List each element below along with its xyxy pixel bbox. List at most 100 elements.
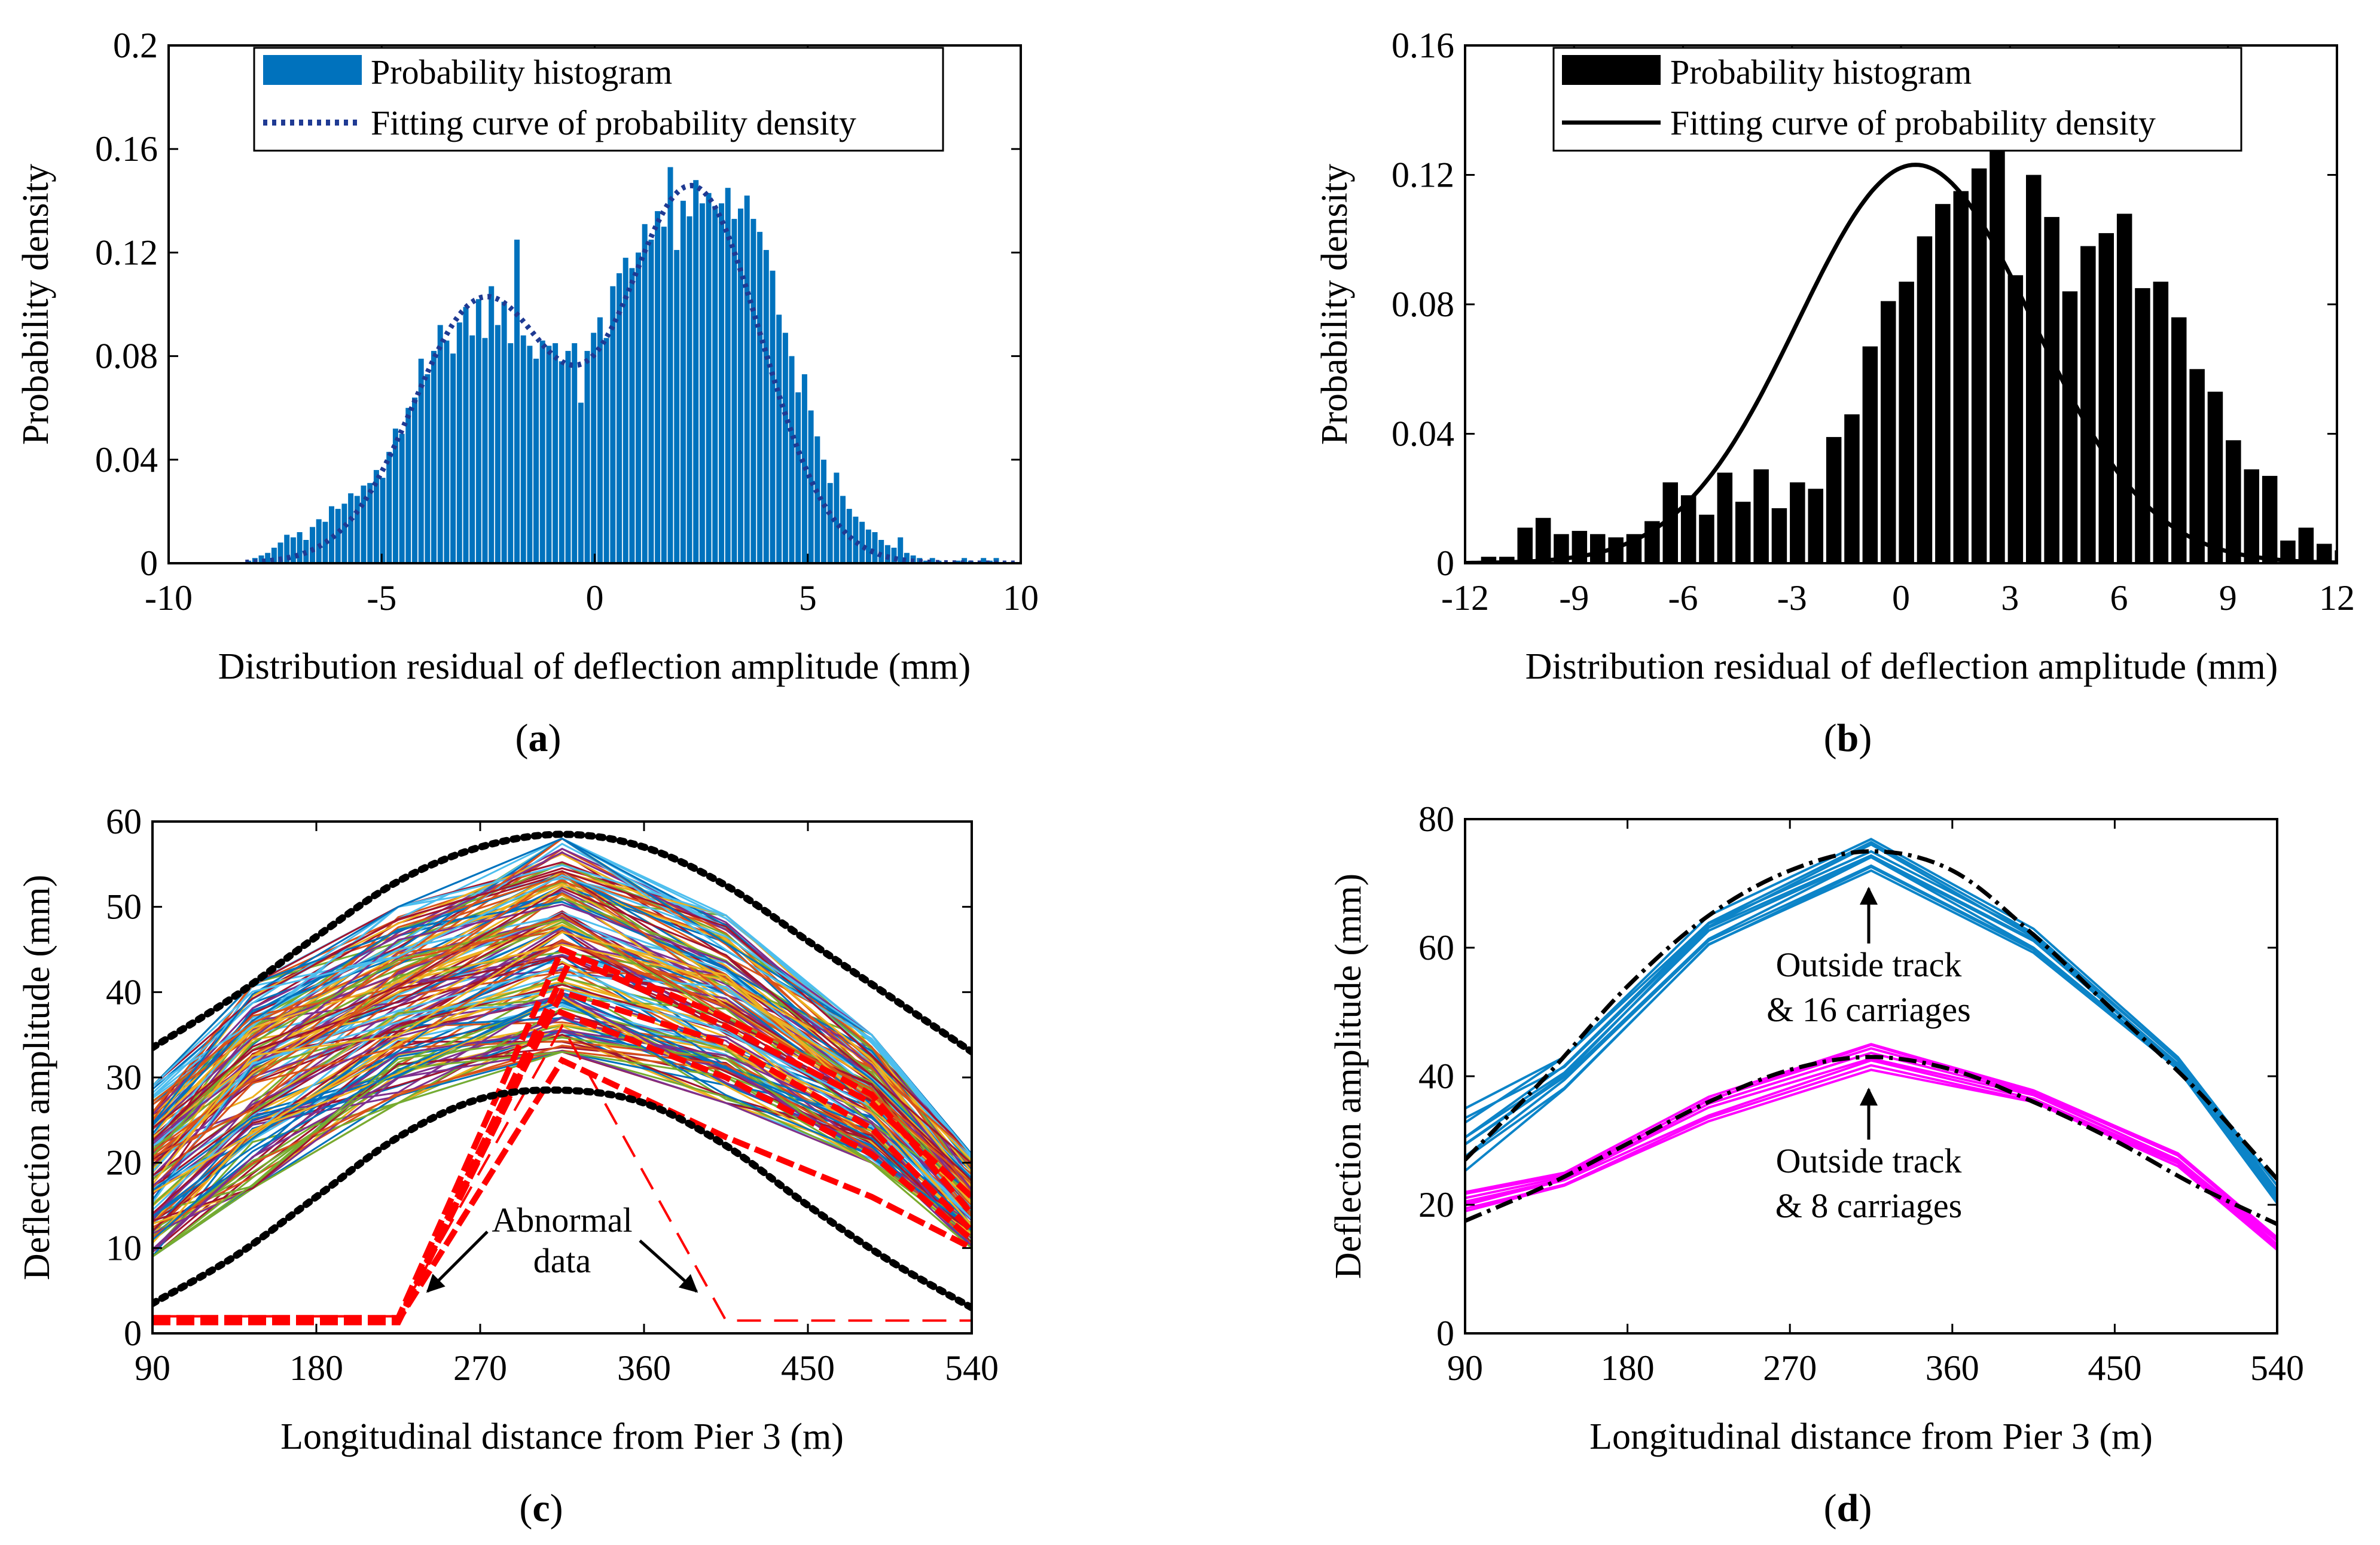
chart-b-histogram-bar [2189,369,2205,563]
chart-d-annotation-16-line1: Outside track [1776,945,1962,984]
chart-b-histogram-bar [1753,469,1769,563]
chart-a-histogram-bar [763,250,769,563]
chart-a-ylabel: Probability density [16,164,56,445]
chart-b-histogram-bar [1826,436,1842,563]
chart-d-series-line-16 [1465,854,2277,1198]
chart-c-annotation-line2: data [533,1241,591,1280]
chart-a-histogram-bar [686,216,692,563]
chart-a-histogram-bar [520,335,526,563]
chart-a-histogram-bar [348,493,354,563]
chart-a-histogram-bar [437,325,443,563]
chart-b-xtick-label: 12 [2319,578,2355,618]
chart-a-histogram-bar [361,486,367,563]
chart-b-histogram-bar [1935,204,1951,563]
chart-b-ytick-label: 0.08 [1392,285,1454,324]
chart-a-histogram-bar [955,560,961,563]
chart-c-xtick-label: 450 [781,1348,835,1388]
chart-d-plot-area [1465,838,2277,1251]
chart-a-histogram-bar [636,252,641,563]
chart-a-histogram-bar [674,250,680,563]
chart-a-histogram-bar [463,307,469,563]
chart-a-histogram-bar [725,188,731,563]
chart-a-histogram-bar [719,203,724,563]
chart-b-histogram-bar [1808,488,1823,563]
chart-c-series-line [152,900,972,1180]
chart-panel-a: -10 -5 0 5 10 0 0.04 0.08 0.12 0.16 0.2 Distributi… [16,26,1039,760]
chart-b-histogram-bar [2171,317,2187,563]
chart-a-histogram-bar [891,548,897,563]
chart-c-arrow-right [639,1239,698,1293]
chart-a-histogram-bar [546,346,552,563]
chart-c-xlabel: Longitudinal distance from Pier 3 (m) [280,1416,844,1457]
chart-a-histogram-bar [405,408,411,563]
chart-a-histogram-bar [489,286,495,563]
chart-b-ytick-label: 0.12 [1392,155,1454,195]
chart-a-histogram-bar [840,496,846,563]
chart-a-histogram-bar [712,206,718,563]
chart-panel-d: 90 180 270 360 450 540 0 20 40 60 80 Longitudinal … [1328,799,2304,1530]
chart-b-histogram-bar [2226,440,2241,563]
chart-a-ytick-label: 0.16 [95,129,158,169]
chart-c-series-line [152,870,972,1155]
caption-c: (c) [519,1486,563,1530]
chart-c-envelope-lower [152,1086,972,1312]
chart-a-histogram-bar [469,335,475,563]
chart-a-histogram-bar [808,410,814,563]
chart-d-ytick-label: 60 [1418,928,1454,967]
chart-a-histogram-bar [392,428,398,563]
chart-a-histogram-bar [258,555,264,563]
chart-b-histogram-bar [1917,236,1933,563]
chart-b-histogram-bar [2098,233,2114,563]
chart-b-xtick-label: 0 [1892,578,1910,618]
chart-a-histogram-bar [508,343,514,563]
chart-c-xtick-label: 270 [453,1348,507,1388]
chart-a-ticks: -10 -5 0 5 10 0 0.04 0.08 0.12 0.16 0.2 [95,26,1039,618]
chart-a-histogram-bar [680,200,686,563]
chart-b-xlabel: Distribution residual of deflection ampl… [1525,646,2278,687]
chart-d-annotations: Outside track & 16 carriages Outside tra… [1745,887,1990,1232]
chart-a-histogram-bar [277,542,283,563]
chart-a-histogram-bar [923,560,929,563]
chart-c-plot-area [152,830,972,1326]
chart-a-histogram-bar [310,527,315,563]
chart-a-histogram-bar [572,343,578,563]
chart-c-series-line [152,1051,972,1257]
chart-d-fit-curve [1465,1055,2277,1226]
chart-a-ytick-label: 0.2 [113,26,158,65]
chart-a-histogram-bar [450,353,456,563]
chart-d-xtick-label: 90 [1447,1348,1483,1388]
chart-b-histogram-bar [1990,142,2005,563]
chart-b-xtick-label: -12 [1441,578,1489,618]
chart-c-series-line [152,960,972,1226]
chart-b-histogram-bar [1862,346,1878,563]
chart-d-xtick-label: 450 [2088,1348,2141,1388]
chart-c-series-line [152,912,972,1181]
chart-a-histogram-bar [757,231,763,563]
caption-b: (b) [1824,716,1872,760]
chart-b-histogram-bar [2062,291,2078,563]
caption-d: (d) [1824,1486,1872,1530]
chart-a-histogram-bar [738,208,743,563]
chart-a-histogram-bar [553,343,559,563]
chart-a-histogram-bar [744,196,750,563]
chart-c-ytick-label: 0 [124,1314,142,1353]
chart-a-histogram-bar [623,258,628,563]
chart-d-ytick-label: 80 [1418,799,1454,839]
chart-a-histogram-bar [610,286,616,563]
chart-b-plot-area [1465,142,2337,563]
chart-c-series-line [152,1001,972,1226]
chart-b-ylabel: Probability density [1314,164,1355,445]
chart-b-histogram-bar [1790,482,1805,563]
chart-a-xtick-label: -10 [145,578,193,618]
chart-a-histogram-bar [386,451,392,563]
chart-b-histogram-bar [1735,502,1751,563]
chart-c-series-line [152,1029,972,1250]
chart-a-xtick-label: 10 [1003,578,1039,618]
chart-b-histogram-bar [1481,557,1497,563]
chart-a-histogram-bar [539,340,545,563]
chart-a-histogram-bar [834,472,840,563]
chart-b-histogram-bar [1771,508,1787,563]
chart-b-histogram-bar [1499,557,1515,563]
chart-a-histogram-bar [642,224,648,563]
chart-a-histogram-bar [322,521,328,563]
